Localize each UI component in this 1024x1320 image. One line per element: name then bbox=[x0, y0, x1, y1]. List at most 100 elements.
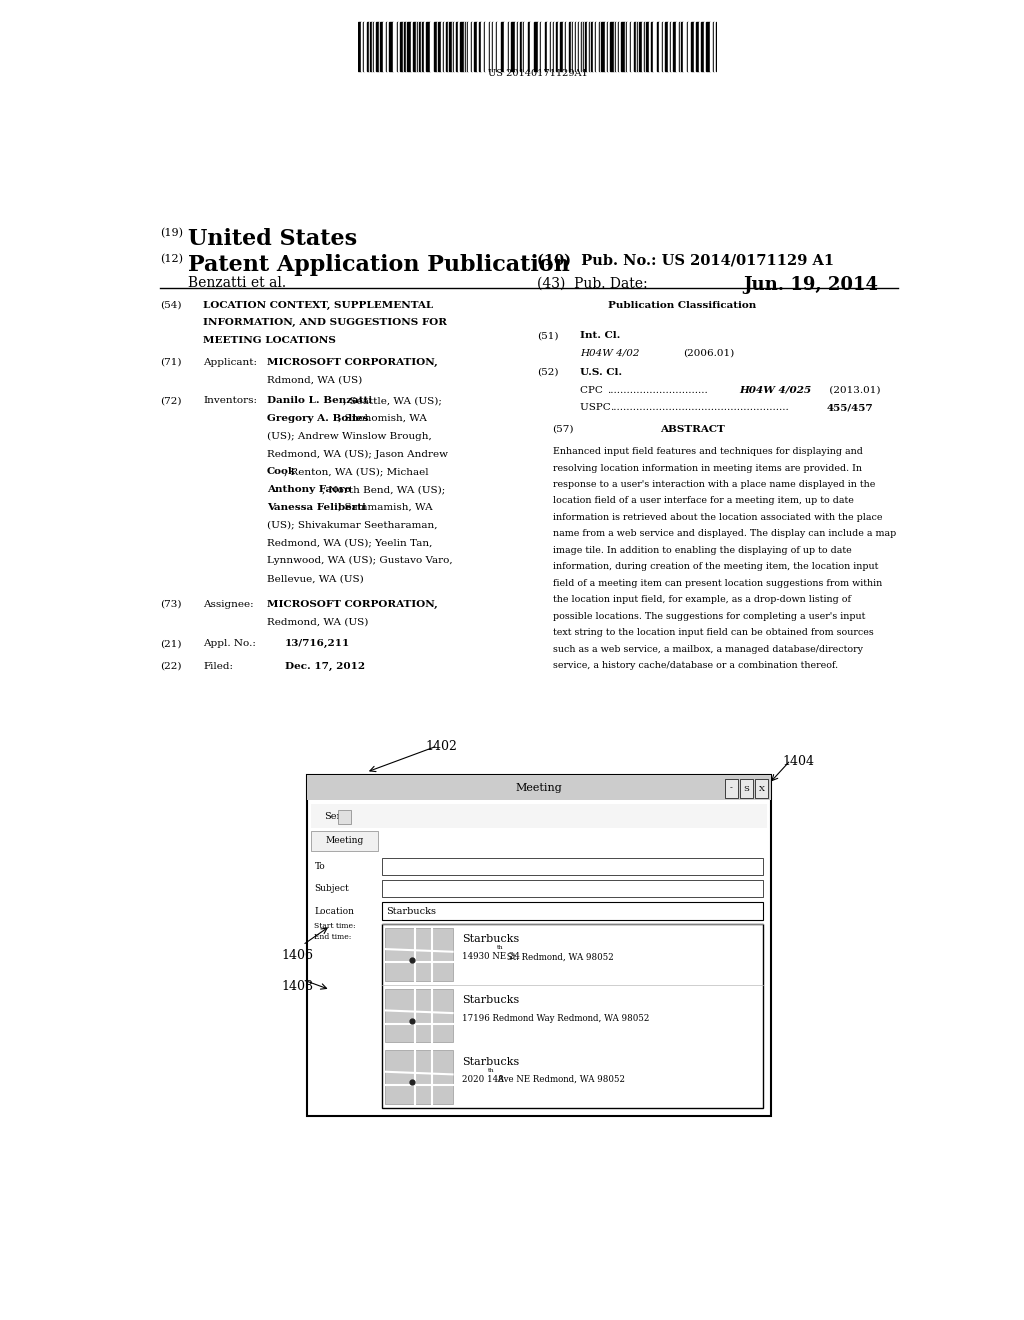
Bar bbox=[382, 924, 763, 1107]
Bar bbox=[310, 804, 767, 828]
Bar bbox=[571, 21, 572, 70]
Text: USPC: USPC bbox=[581, 404, 614, 412]
Text: service, a history cache/database or a combination thereof.: service, a history cache/database or a c… bbox=[553, 661, 838, 671]
Text: Filed:: Filed: bbox=[204, 661, 233, 671]
Bar bbox=[481, 21, 483, 70]
Bar bbox=[572, 21, 573, 70]
Text: Subject: Subject bbox=[314, 884, 349, 894]
Bar bbox=[596, 21, 598, 70]
Bar bbox=[641, 21, 644, 70]
Bar bbox=[593, 21, 595, 70]
Bar bbox=[445, 21, 449, 70]
Bar bbox=[382, 880, 763, 898]
Bar bbox=[574, 21, 575, 70]
Bar bbox=[367, 21, 369, 70]
Text: , Snohomish, WA: , Snohomish, WA bbox=[338, 414, 427, 422]
Text: (12): (12) bbox=[160, 253, 182, 264]
Bar bbox=[508, 21, 509, 70]
Bar bbox=[373, 21, 374, 70]
Text: Lynnwood, WA (US); Gustavo Varo,: Lynnwood, WA (US); Gustavo Varo, bbox=[267, 556, 453, 565]
Text: Danilo L. Benzatti: Danilo L. Benzatti bbox=[267, 396, 372, 405]
Text: ABSTRACT: ABSTRACT bbox=[659, 425, 724, 434]
Bar bbox=[659, 21, 662, 70]
Bar bbox=[618, 21, 622, 70]
Bar bbox=[589, 21, 590, 70]
Bar bbox=[468, 21, 471, 70]
Bar bbox=[416, 21, 417, 70]
Text: .......................................................: ........................................… bbox=[610, 404, 790, 412]
Bar bbox=[554, 21, 555, 70]
Bar bbox=[690, 21, 694, 70]
Bar bbox=[560, 21, 563, 70]
Bar bbox=[566, 21, 568, 70]
Bar bbox=[528, 21, 530, 70]
Bar bbox=[713, 21, 715, 70]
Text: LOCATION CONTEXT, SUPPLEMENTAL: LOCATION CONTEXT, SUPPLEMENTAL bbox=[204, 301, 433, 310]
Text: response to a user's interaction with a place name displayed in the: response to a user's interaction with a … bbox=[553, 480, 874, 488]
Bar bbox=[673, 21, 676, 70]
Text: Int. Cl.: Int. Cl. bbox=[581, 331, 621, 341]
Text: (2006.01): (2006.01) bbox=[684, 348, 735, 358]
Bar bbox=[430, 21, 434, 70]
Text: 455/457: 455/457 bbox=[826, 404, 873, 412]
Text: CPC: CPC bbox=[581, 385, 606, 395]
Bar bbox=[608, 21, 610, 70]
Bar bbox=[387, 21, 389, 70]
Text: Vanessa Feliberti: Vanessa Feliberti bbox=[267, 503, 366, 512]
Bar bbox=[645, 21, 646, 70]
Text: Publication Classification: Publication Classification bbox=[608, 301, 757, 310]
Bar bbox=[476, 21, 479, 70]
Bar bbox=[703, 21, 707, 70]
Bar bbox=[385, 989, 453, 1043]
Text: name from a web service and displayed. The display can include a map: name from a web service and displayed. T… bbox=[553, 529, 896, 539]
Bar bbox=[592, 21, 593, 70]
Bar bbox=[698, 21, 701, 70]
Text: th: th bbox=[497, 945, 504, 950]
Bar bbox=[676, 21, 679, 70]
Bar bbox=[710, 21, 713, 70]
Bar bbox=[389, 21, 393, 70]
Bar bbox=[365, 21, 367, 70]
Bar bbox=[379, 21, 380, 70]
Text: , Renton, WA (US); Michael: , Renton, WA (US); Michael bbox=[284, 467, 428, 477]
Text: (2013.01): (2013.01) bbox=[826, 385, 881, 395]
Text: Assignee:: Assignee: bbox=[204, 599, 254, 609]
Bar bbox=[397, 21, 400, 70]
Bar bbox=[553, 21, 554, 70]
Bar bbox=[358, 21, 360, 70]
Bar bbox=[494, 21, 496, 70]
Text: H04W 4/02: H04W 4/02 bbox=[581, 348, 640, 358]
Text: Redmond, WA (US); Jason Andrew: Redmond, WA (US); Jason Andrew bbox=[267, 450, 447, 459]
Bar bbox=[444, 21, 445, 70]
Text: (US); Andrew Winslow Brough,: (US); Andrew Winslow Brough, bbox=[267, 432, 432, 441]
Text: -: - bbox=[730, 784, 733, 792]
Bar bbox=[489, 21, 493, 70]
Text: United States: United States bbox=[187, 227, 356, 249]
Text: field of a meeting item can present location suggestions from within: field of a meeting item can present loca… bbox=[553, 578, 882, 587]
Text: 1408: 1408 bbox=[282, 979, 313, 993]
Text: 2020 148: 2020 148 bbox=[462, 1074, 504, 1084]
Bar bbox=[501, 21, 504, 70]
Bar bbox=[408, 21, 411, 70]
Text: 1404: 1404 bbox=[782, 755, 815, 768]
Text: (54): (54) bbox=[160, 301, 181, 310]
Text: Rdmond, WA (US): Rdmond, WA (US) bbox=[267, 375, 362, 384]
Bar bbox=[483, 21, 485, 70]
Bar bbox=[385, 1051, 453, 1104]
Bar bbox=[472, 21, 474, 70]
Bar bbox=[740, 779, 754, 797]
Bar bbox=[437, 21, 438, 70]
Bar bbox=[575, 21, 579, 70]
Text: (52): (52) bbox=[537, 368, 558, 376]
Bar bbox=[617, 21, 618, 70]
Bar bbox=[504, 21, 508, 70]
Text: 13/716,211: 13/716,211 bbox=[285, 639, 350, 648]
Bar bbox=[586, 21, 587, 70]
Bar bbox=[466, 21, 467, 70]
Bar bbox=[509, 21, 511, 70]
Text: H04W 4/025: H04W 4/025 bbox=[739, 385, 811, 395]
Text: information, during creation of the meeting item, the location input: information, during creation of the meet… bbox=[553, 562, 878, 572]
Bar bbox=[755, 779, 768, 797]
Bar bbox=[421, 21, 422, 70]
Bar bbox=[555, 21, 558, 70]
